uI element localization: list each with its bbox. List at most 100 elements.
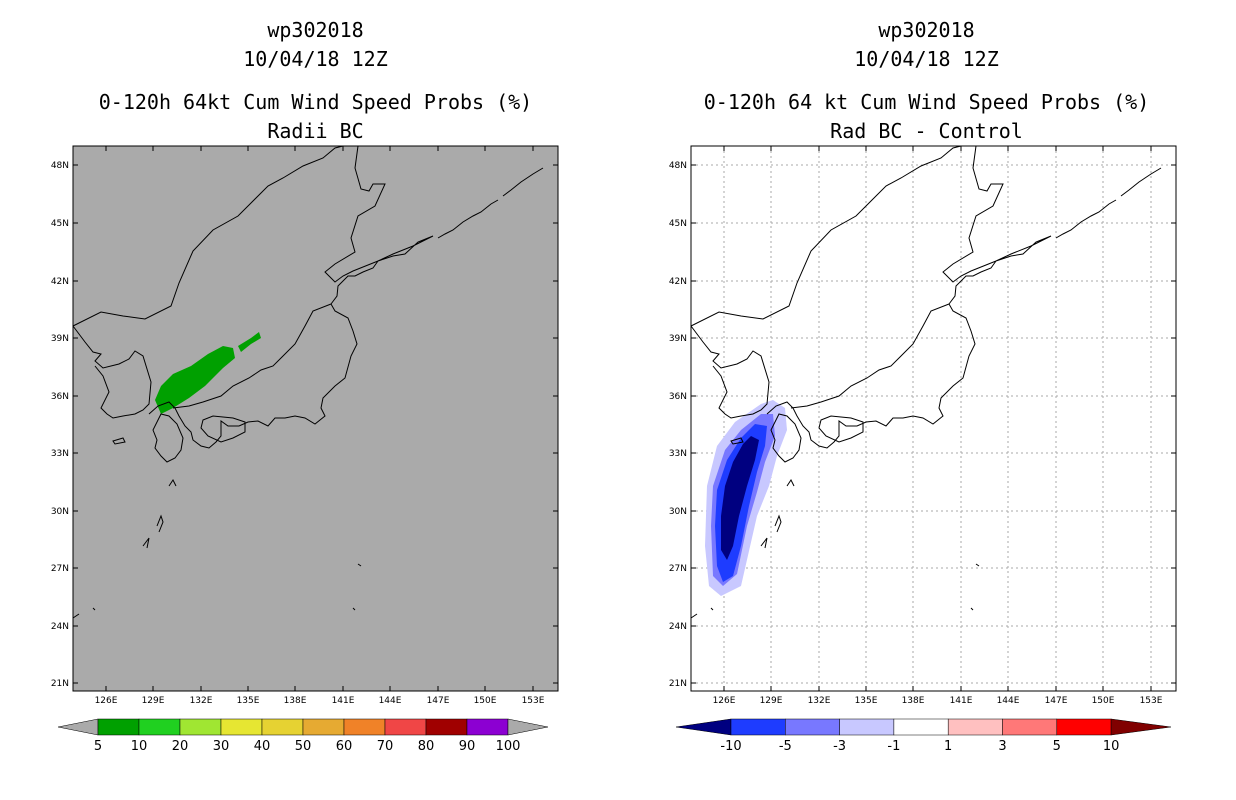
- lat-label: 42N: [669, 277, 687, 287]
- colorbar-label: -1: [887, 739, 900, 754]
- lon-label: 144E: [379, 696, 402, 706]
- colorbar-label: 10: [1103, 739, 1120, 754]
- colorbar-label: 3: [998, 739, 1006, 754]
- right-map-frame: [690, 145, 1177, 692]
- right-axis-ticks: 48N 45N 42N 39N 36N 33N 30N 27N 24N 21N 126E 129E 13…: [669, 146, 1176, 706]
- lon-label: 141E: [332, 696, 355, 706]
- lat-label: 45N: [51, 219, 69, 229]
- lat-label: 27N: [669, 564, 687, 574]
- lon-label: 147E: [1045, 696, 1068, 706]
- lon-label: 147E: [427, 696, 450, 706]
- lat-label: 36N: [51, 392, 69, 402]
- colorbar-segment: [302, 718, 345, 736]
- lon-label: 132E: [190, 696, 213, 706]
- colorbar-segment: [466, 718, 509, 736]
- lat-label: 36N: [669, 392, 687, 402]
- colorbar-label: 70: [377, 739, 394, 754]
- colorbar-label: 5: [1053, 739, 1061, 754]
- colorbar-segment: [138, 718, 181, 736]
- colorbar-segment: [730, 718, 786, 736]
- colorbar-arrow-right: [507, 718, 549, 736]
- left-map-panel: [72, 145, 559, 692]
- colorbar-label: 20: [172, 739, 189, 754]
- left-title-date: 10/04/18 12Z: [243, 47, 388, 71]
- colorbar-segment: [425, 718, 468, 736]
- left-axis-ticks: 48N 45N 42N 39N 36N 33N 30N 27N 24N 21N 126E 129E 13…: [51, 146, 558, 706]
- lat-label: 24N: [669, 622, 687, 632]
- colorbar-arrow-left: [675, 718, 732, 736]
- left-probability-swath-east: [238, 332, 261, 352]
- lon-label: 135E: [237, 696, 260, 706]
- colorbar-label: 60: [336, 739, 353, 754]
- lat-label: 48N: [669, 161, 687, 171]
- colorbar-arrow-right: [1110, 718, 1172, 736]
- lat-label: 30N: [669, 507, 687, 517]
- colorbar-label: 80: [418, 739, 435, 754]
- lon-label: 141E: [950, 696, 973, 706]
- lat-label: 21N: [51, 679, 69, 689]
- lat-label: 42N: [51, 277, 69, 287]
- lon-label: 153E: [1140, 696, 1163, 706]
- colorbar-segment: [893, 718, 949, 736]
- colorbar-segment: [179, 718, 222, 736]
- colorbar-segment: [1002, 718, 1058, 736]
- right-colorbar: -10 -5 -3 -1 1 3 5 10: [675, 718, 1172, 754]
- lat-label: 33N: [51, 449, 69, 459]
- colorbar-label: 50: [295, 739, 312, 754]
- colorbar-segment: [343, 718, 386, 736]
- lon-label: 126E: [713, 696, 736, 706]
- left-map-frame: [72, 145, 559, 692]
- right-contour-strongest: [721, 436, 759, 560]
- lat-label: 27N: [51, 564, 69, 574]
- lon-label: 129E: [760, 696, 783, 706]
- lat-label: 21N: [669, 679, 687, 689]
- right-map-panel: [690, 145, 1177, 692]
- right-title-subtitle: Rad BC - Control: [830, 119, 1023, 143]
- lon-label: 138E: [902, 696, 925, 706]
- lon-label: 150E: [474, 696, 497, 706]
- lat-label: 39N: [669, 334, 687, 344]
- lon-label: 144E: [997, 696, 1020, 706]
- colorbar-segment: [839, 718, 895, 736]
- left-map-background: [73, 146, 558, 691]
- left-title-product: 0-120h 64kt Cum Wind Speed Probs (%): [98, 90, 533, 114]
- left-colorbar: 5 10 20 30 40 50 60 70 80 90 100: [57, 718, 549, 754]
- lon-label: 150E: [1092, 696, 1115, 706]
- lat-label: 24N: [51, 622, 69, 632]
- colorbar-segment: [220, 718, 263, 736]
- colorbar-label: -3: [833, 739, 846, 754]
- colorbar-label: 40: [254, 739, 271, 754]
- colorbar-label: 10: [131, 739, 148, 754]
- lon-label: 129E: [142, 696, 165, 706]
- colorbar-segment: [261, 718, 304, 736]
- lon-label: 132E: [808, 696, 831, 706]
- lon-label: 126E: [95, 696, 118, 706]
- lat-label: 30N: [51, 507, 69, 517]
- colorbar-arrow-left: [57, 718, 99, 736]
- colorbar-segment: [785, 718, 840, 736]
- colorbar-label: 5: [94, 739, 102, 754]
- lon-label: 135E: [855, 696, 878, 706]
- right-title-date: 10/04/18 12Z: [854, 47, 999, 71]
- left-probability-swath: [155, 346, 235, 414]
- colorbar-segment: [947, 718, 1003, 736]
- lon-label: 138E: [284, 696, 307, 706]
- colorbar-segment: [1056, 718, 1112, 736]
- right-title-product: 0-120h 64 kt Cum Wind Speed Probs (%): [703, 90, 1150, 114]
- colorbar-label: -10: [720, 739, 741, 754]
- colorbar-label: 90: [459, 739, 476, 754]
- lat-label: 33N: [669, 449, 687, 459]
- left-title-id: wp302018: [267, 18, 364, 42]
- lat-label: 39N: [51, 334, 69, 344]
- colorbar-label: 100: [496, 739, 521, 754]
- lat-label: 48N: [51, 161, 69, 171]
- lon-label: 153E: [522, 696, 545, 706]
- colorbar-label: -5: [779, 739, 792, 754]
- left-title-subtitle: Radii BC: [267, 119, 364, 143]
- colorbar-label: 1: [944, 739, 952, 754]
- colorbar-segment: [384, 718, 427, 736]
- lat-label: 45N: [669, 219, 687, 229]
- right-title-id: wp302018: [878, 18, 975, 42]
- colorbar-segment: [97, 718, 140, 736]
- colorbar-label: 30: [213, 739, 230, 754]
